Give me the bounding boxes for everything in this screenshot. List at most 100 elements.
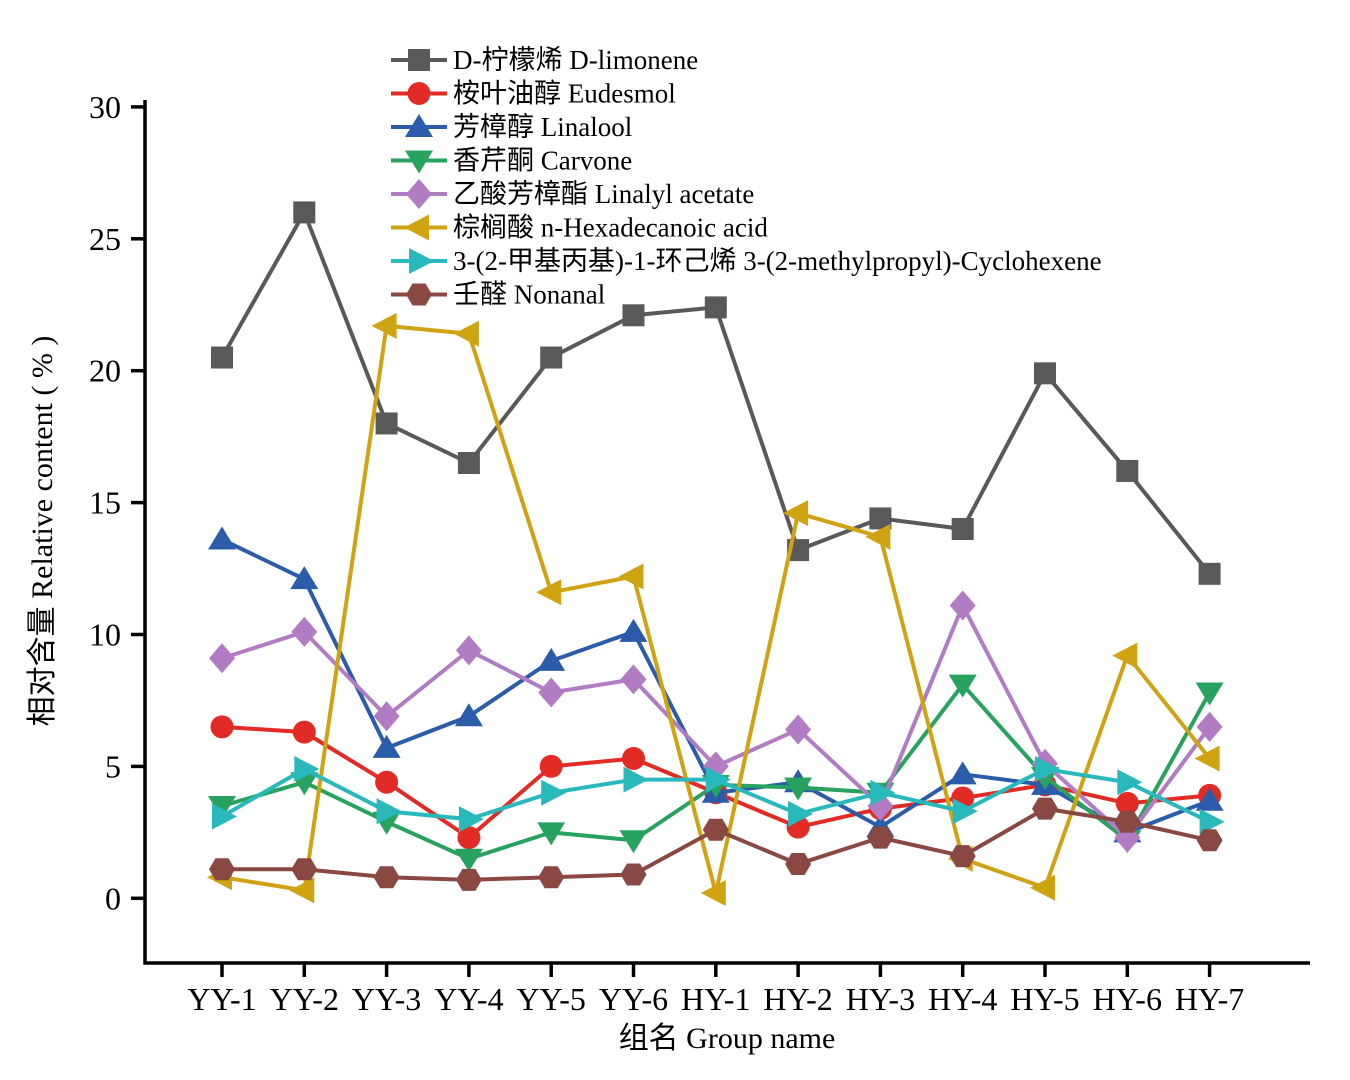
- triangle-up-marker: [619, 618, 648, 642]
- legend-item: 芳樟醇 Linalool: [391, 112, 632, 142]
- x-tick-label: HY-2: [763, 981, 832, 1017]
- diamond-marker: [1196, 711, 1223, 742]
- triangle-right-marker: [1199, 808, 1225, 835]
- legend-item: 壬醛 Nonanal: [391, 280, 605, 310]
- square-marker: [457, 452, 480, 475]
- triangle-up-marker: [208, 526, 236, 550]
- x-tick-label: HY-3: [846, 981, 915, 1017]
- triangle-right-marker: [541, 779, 567, 806]
- hexagon-marker: [1114, 810, 1141, 833]
- triangle-down-marker: [454, 848, 483, 872]
- legend-item: 香芹酮 Carvone: [391, 146, 632, 176]
- legend-label: 香芹酮 Carvone: [453, 146, 632, 176]
- triangle-up-marker: [454, 703, 483, 727]
- triangle-up-marker: [537, 647, 566, 671]
- y-tick-label: 20: [89, 353, 121, 389]
- square-marker: [375, 412, 398, 435]
- x-tick-label: YY-3: [352, 981, 421, 1017]
- triangle-down-marker: [619, 830, 648, 854]
- triangle-down-marker: [405, 150, 433, 174]
- legend-label: 3-(2-甲基丙基)-1-环己烯 3-(2-methylpropyl)-Cycl…: [453, 246, 1102, 276]
- legend-item: 桉叶油醇 Eudesmol: [391, 79, 676, 109]
- x-axis-title: 组名 Group name: [619, 1022, 836, 1055]
- triangle-right-marker: [376, 798, 402, 825]
- triangle-left-marker: [536, 579, 562, 606]
- circle-marker: [1115, 791, 1139, 815]
- square-marker: [1034, 362, 1056, 385]
- y-tick-label: 15: [89, 485, 121, 521]
- circle-marker: [407, 82, 431, 105]
- legend-label: 壬醛 Nonanal: [453, 280, 605, 310]
- axis-frame: [143, 100, 1310, 965]
- square-marker: [704, 296, 727, 319]
- diamond-marker: [209, 643, 235, 674]
- circle-marker: [539, 754, 563, 778]
- x-tick-label: HY-7: [1175, 981, 1244, 1017]
- x-tick-label: HY-6: [1093, 981, 1162, 1017]
- series-7: [212, 756, 1225, 835]
- legend-label: 桉叶油醇 Eudesmol: [453, 79, 676, 109]
- square-marker: [869, 507, 892, 530]
- square-marker: [408, 49, 430, 71]
- triangle-right-marker: [1117, 769, 1143, 796]
- triangle-right-marker: [705, 766, 731, 793]
- triangle-left-marker: [404, 214, 429, 241]
- hexagon-marker: [1032, 797, 1058, 820]
- diamond-marker: [538, 677, 565, 708]
- x-tick-label: YY-6: [599, 981, 668, 1017]
- triangle-left-marker: [371, 312, 397, 339]
- x-tick-label: YY-4: [434, 981, 503, 1017]
- diamond-marker: [291, 616, 318, 647]
- y-tick-label: 10: [89, 617, 121, 653]
- legend-label: 乙酸芳樟酯 Linalyl acetate: [453, 179, 754, 209]
- y-tick-label: 0: [105, 880, 121, 916]
- hexagon-marker: [406, 283, 432, 306]
- square-marker: [211, 346, 233, 369]
- circle-marker: [457, 826, 481, 850]
- hexagon-marker: [620, 863, 647, 886]
- triangle-left-marker: [1112, 642, 1138, 669]
- triangle-left-marker: [865, 523, 891, 550]
- square-marker: [293, 201, 316, 224]
- x-tick-label: HY-1: [681, 981, 750, 1017]
- legend-item: 乙酸芳樟酯 Linalyl acetate: [391, 179, 754, 209]
- triangle-right-marker: [952, 798, 978, 825]
- hexagon-marker: [949, 845, 976, 868]
- hexagon-marker: [1196, 829, 1223, 852]
- triangle-left-marker: [700, 880, 726, 907]
- triangle-up-marker: [1195, 787, 1224, 811]
- legend-item: D-柠檬烯 D-limonene: [391, 45, 698, 75]
- circle-marker: [622, 746, 645, 770]
- triangle-right-marker: [1035, 756, 1060, 783]
- hexagon-marker: [373, 866, 400, 889]
- triangle-down-marker: [1195, 682, 1224, 706]
- y-tick-label: 25: [89, 221, 121, 257]
- square-marker: [540, 346, 563, 369]
- y-axis-title: 相对含量 Relative content ( % ): [26, 336, 59, 727]
- y-tick-label: 5: [105, 748, 121, 784]
- circle-marker: [210, 715, 234, 739]
- triangle-right-marker: [623, 766, 649, 793]
- series-1: [211, 201, 1221, 585]
- diamond-marker: [373, 701, 400, 732]
- triangle-right-marker: [294, 756, 320, 783]
- triangle-left-marker: [1194, 745, 1220, 772]
- triangle-down-marker: [208, 795, 236, 819]
- y-tick-label: 30: [89, 89, 121, 125]
- circle-marker: [375, 770, 399, 794]
- diamond-marker: [455, 635, 482, 666]
- series-8: [209, 797, 1223, 891]
- triangle-right-marker: [458, 806, 484, 833]
- square-marker: [951, 517, 974, 540]
- triangle-right-marker: [788, 800, 814, 827]
- legend-label: D-柠檬烯 D-limonene: [453, 45, 698, 75]
- legend-item: 3-(2-甲基丙基)-1-环己烯 3-(2-methylpropyl)-Cycl…: [391, 246, 1102, 276]
- triangle-up-marker: [372, 734, 401, 758]
- hexagon-marker: [867, 826, 894, 849]
- triangle-up-marker: [948, 761, 977, 785]
- triangle-right-marker: [212, 803, 237, 830]
- square-marker: [1198, 562, 1221, 585]
- x-tick-label: HY-5: [1010, 981, 1079, 1017]
